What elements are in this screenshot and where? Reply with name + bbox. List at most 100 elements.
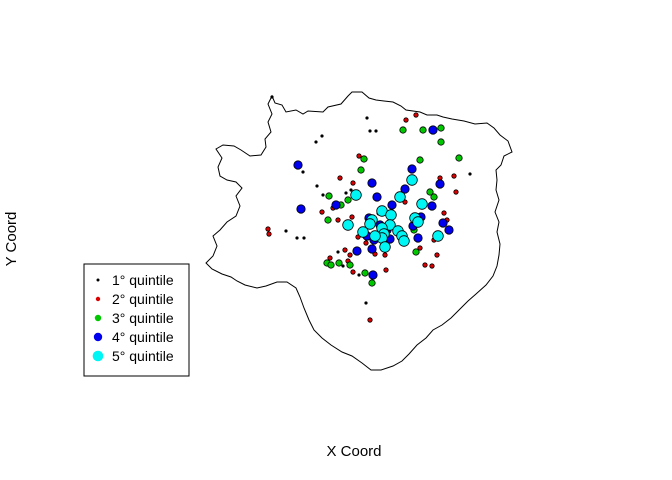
data-point-quintile-2	[451, 173, 457, 179]
data-point-quintile-2	[266, 231, 272, 237]
data-point-quintile-4	[296, 204, 306, 214]
legend-marker-quintile-4	[93, 332, 103, 342]
data-point-quintile-4	[400, 184, 410, 194]
data-point-quintile-3	[416, 156, 424, 164]
data-point-quintile-2	[342, 247, 348, 253]
data-point-quintile-2	[429, 263, 435, 269]
data-point-quintile-5	[379, 241, 391, 253]
data-point-quintile-2	[319, 209, 325, 215]
data-point-quintile-1	[357, 273, 361, 277]
data-point-quintile-4	[427, 201, 437, 211]
data-point-quintile-2	[434, 252, 440, 258]
data-point-quintile-5	[416, 198, 428, 210]
data-point-quintile-3	[437, 124, 445, 132]
data-point-quintile-1	[468, 172, 472, 176]
data-point-quintile-2	[337, 175, 343, 181]
data-point-quintile-3	[344, 196, 352, 204]
data-point-quintile-5	[412, 216, 424, 228]
data-point-quintile-1	[374, 129, 378, 133]
data-point-quintile-3	[357, 166, 365, 174]
data-point-quintile-2	[335, 217, 341, 223]
data-point-quintile-1	[341, 264, 345, 268]
data-point-quintile-4	[428, 125, 438, 135]
data-point-quintile-2	[403, 117, 409, 123]
data-point-quintile-3	[360, 155, 368, 163]
data-point-quintile-5	[385, 209, 397, 221]
data-point-quintile-1	[321, 193, 325, 197]
data-point-quintile-2	[367, 317, 373, 323]
data-point-quintile-4	[293, 160, 303, 170]
legend-label-quintile-2: 2° quintile	[112, 291, 174, 307]
data-point-quintile-1	[320, 134, 324, 138]
legend-marker-quintile-3	[94, 314, 102, 322]
x-axis-label: X Coord	[326, 443, 381, 460]
data-point-quintile-3	[455, 154, 463, 162]
city-boundary-outline	[205, 91, 513, 371]
data-point-quintile-5	[350, 189, 362, 201]
data-point-quintile-2	[363, 240, 369, 246]
data-point-quintile-2	[383, 267, 389, 273]
data-point-quintile-1	[349, 188, 353, 192]
data-point-quintile-5	[364, 218, 376, 230]
data-point-quintile-5	[432, 230, 444, 242]
data-point-quintile-3	[324, 216, 332, 224]
data-point-quintile-3	[361, 269, 369, 277]
legend-label-quintile-5: 5° quintile	[112, 348, 174, 364]
legend-marker-quintile-1	[96, 278, 100, 282]
data-point-quintile-4	[367, 244, 377, 254]
data-points	[265, 95, 472, 323]
data-point-quintile-1	[302, 236, 306, 240]
y-axis-label: Y Coord	[3, 212, 20, 267]
data-point-quintile-3	[335, 259, 343, 267]
data-point-quintile-2	[441, 210, 447, 216]
data-point-quintile-5	[394, 191, 406, 203]
data-point-quintile-1	[301, 170, 305, 174]
data-point-quintile-2	[350, 269, 356, 275]
data-point-quintile-4	[438, 218, 448, 228]
data-point-quintile-1	[270, 95, 274, 99]
data-point-quintile-4	[331, 200, 341, 210]
data-point-quintile-4	[368, 270, 378, 280]
data-point-quintile-2	[327, 255, 333, 261]
data-point-quintile-1	[295, 236, 299, 240]
data-point-quintile-3	[437, 138, 445, 146]
data-point-quintile-5	[342, 219, 354, 231]
legend-marker-quintile-2	[95, 296, 101, 302]
data-point-quintile-1	[344, 191, 348, 195]
data-point-quintile-2	[347, 252, 353, 258]
data-point-quintile-5	[369, 230, 381, 242]
data-point-quintile-2	[453, 189, 459, 195]
data-point-quintile-4	[444, 225, 454, 235]
data-point-quintile-1	[284, 229, 288, 233]
legend-marker-quintile-5	[92, 350, 104, 362]
data-point-quintile-2	[356, 153, 362, 159]
data-point-quintile-2	[349, 214, 355, 220]
data-point-quintile-3	[399, 126, 407, 134]
data-point-quintile-4	[367, 178, 377, 188]
data-point-quintile-3	[412, 248, 420, 256]
data-point-quintile-4	[352, 246, 362, 256]
data-point-quintile-4	[372, 192, 382, 202]
data-point-quintile-3	[327, 261, 335, 269]
data-point-quintile-2	[350, 180, 356, 186]
data-point-quintile-5	[406, 174, 418, 186]
data-point-quintile-4	[387, 200, 397, 210]
legend: 1° quintile 2° quintile 3° quintile 4° quin…	[83, 263, 190, 377]
data-point-quintile-2	[422, 262, 428, 268]
legend-label-quintile-3: 3° quintile	[112, 310, 174, 326]
data-point-quintile-1	[336, 250, 340, 254]
data-point-quintile-3	[325, 192, 333, 200]
data-point-quintile-3	[419, 126, 427, 134]
data-point-quintile-4	[407, 164, 417, 174]
data-point-quintile-3	[368, 279, 376, 287]
data-point-quintile-3	[426, 188, 434, 196]
legend-label-quintile-1: 1° quintile	[112, 272, 174, 288]
data-point-quintile-1	[368, 129, 372, 133]
data-point-quintile-3	[430, 193, 438, 201]
data-point-quintile-2	[265, 226, 271, 232]
legend-label-quintile-4: 4° quintile	[112, 329, 174, 345]
data-point-quintile-4	[413, 233, 423, 243]
data-point-quintile-2	[382, 252, 388, 258]
data-point-quintile-3	[346, 261, 354, 269]
